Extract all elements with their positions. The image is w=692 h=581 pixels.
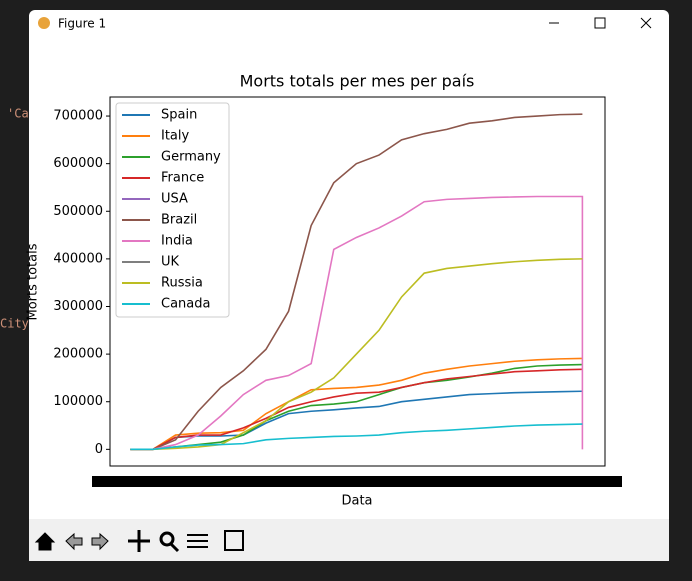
legend-label: India [161,234,193,249]
legend-label: UK [161,255,180,270]
y-tick-label: 600000 [53,156,103,171]
series-line [130,195,584,451]
back-button[interactable] [65,532,83,551]
y-axis-label: Morts totals [26,243,41,320]
legend-label: France [161,171,204,186]
legend-label: Spain [161,108,197,123]
legend-label: Canada [161,297,210,312]
series-line [130,258,583,451]
x-tick-labels-overlap [92,476,622,487]
x-axis-label: Data [341,494,372,509]
configure-button[interactable] [187,534,208,548]
maximize-button[interactable] [594,17,606,29]
y-tick-label: 200000 [53,347,103,362]
y-tick-label: 400000 [53,251,103,266]
plot-frame [109,96,606,467]
save-button[interactable] [224,530,244,551]
pan-button[interactable] [128,530,150,552]
legend-label: Italy [161,129,190,144]
home-button[interactable] [34,532,56,551]
series-line [130,423,583,451]
legend-label: Germany [161,150,221,165]
series-line [130,357,583,451]
forward-button[interactable] [91,532,109,551]
window-title: Figure 1 [58,17,106,31]
y-tick-label: 100000 [53,394,103,409]
toolbar [29,519,669,561]
series-line [130,113,583,451]
y-tick-label: 0 [95,442,103,457]
legend-label: Russia [161,276,203,291]
app-icon [38,17,50,29]
code-fragment: City [0,317,29,331]
close-button[interactable] [640,17,652,29]
zoom-button[interactable] [159,531,175,547]
code-fragment: 'Ca [7,107,29,121]
legend-label: Brazil [161,213,197,228]
y-tick-label: 700000 [53,109,103,124]
series-line [130,363,583,451]
toolbar-icons [34,530,244,553]
y-tick-label: 300000 [53,299,103,314]
series-line [130,368,583,451]
chart-title: Morts totals per mes per país [240,72,475,91]
series-line [130,390,583,451]
legend-label: USA [161,192,188,207]
y-tick-label: 500000 [53,204,103,219]
